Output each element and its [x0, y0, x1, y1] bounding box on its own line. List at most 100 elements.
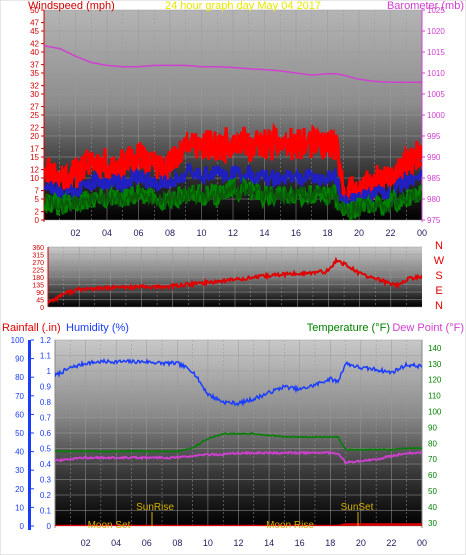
- temperature-tick-label: 100: [428, 408, 442, 417]
- rainfall-tick-label: 50: [15, 429, 24, 438]
- barometer-tick-label: 975: [427, 216, 441, 225]
- barometer-tick-label: 1015: [427, 48, 445, 57]
- direction-series: [48, 256, 422, 304]
- direction-tick-label: 90: [36, 290, 44, 297]
- x-tick-label: 22: [385, 228, 395, 238]
- wind-tick-label: 22: [30, 124, 39, 133]
- x-tick-label: 06: [142, 538, 152, 548]
- moonset-label: Moon Set: [88, 520, 131, 531]
- x-tick-label: 18: [322, 228, 332, 238]
- wind-tick-label: 10: [30, 174, 39, 183]
- rainfall-tick-label: 80: [15, 373, 24, 382]
- barometer-tick-label: 985: [427, 174, 441, 183]
- x-tick-label: 22: [386, 538, 396, 548]
- barometer-tick-label: 1010: [427, 69, 445, 78]
- barometer-axis-title: Barometer (mb): [387, 0, 464, 12]
- wind-tick-label: 17: [30, 145, 39, 154]
- windspeed-axis-title: Windspeed (mph): [28, 0, 115, 12]
- direction-tick-label: 360: [32, 245, 44, 252]
- moonrise-label: Moon Rise: [266, 520, 314, 531]
- temperature-tick-label: 110: [428, 392, 441, 401]
- x-tick-label: 16: [291, 228, 301, 238]
- wind-tick-label: 20: [30, 132, 39, 141]
- wind-tick-label: 0: [35, 216, 40, 225]
- wind-tick-label: 47: [30, 19, 39, 28]
- wind-tick-label: 30: [30, 90, 39, 99]
- humidity-tick-label: 0.8: [40, 398, 52, 407]
- x-tick-label: 06: [133, 228, 143, 238]
- rainfall-tick-label: 60: [15, 410, 24, 419]
- temperature-right-ticks: 30 40 50 60 70 80 90 100 110 120 130 140: [428, 344, 442, 528]
- wind-tick-label: 25: [30, 111, 39, 120]
- dewpoint-series-line: [55, 450, 422, 465]
- temperature-tick-label: 90: [428, 423, 437, 432]
- compass-letter: N: [435, 240, 443, 252]
- humidity-tick-label: 0.5: [40, 445, 52, 454]
- direction-tick-label: 135: [32, 283, 44, 290]
- wind-tick-label: 40: [30, 48, 39, 57]
- compass-letter: W: [434, 255, 445, 267]
- rainfall-tick-label: 0: [20, 522, 25, 531]
- humidity-tick-label: 0.6: [40, 429, 52, 438]
- barometer-tick-label: 1005: [427, 90, 445, 99]
- wind-tick-label: 12: [30, 166, 39, 175]
- humidity-series: [55, 357, 422, 526]
- wind-x-ticks: 02 04 06 08 10 12 14 16 18 20 22 00: [70, 228, 427, 238]
- wind-tick-label: 7: [35, 187, 40, 196]
- rainfall-tick-label: 20: [15, 485, 24, 494]
- gust-series-line-2: [44, 128, 422, 203]
- barometer-right-ticks: 975 980 985 990 995 1000 1005 1010 1015 1020 1025: [422, 6, 445, 225]
- humidity-x-ticks: 02 04 06 08 10 12 14 16 18 20 22 00: [81, 538, 427, 548]
- humidity-left-ticks: 0 0.1 0.2 0.3 0.4 0.5 0.6 0.7 0.8 0.9 1 1.1 1.2: [40, 336, 52, 531]
- temperature-tick-label: 70: [428, 455, 437, 464]
- rainfall-tick-label: 40: [15, 448, 24, 457]
- direction-tick-label: 0: [40, 305, 44, 312]
- barometer-tick-label: 1020: [427, 27, 445, 36]
- x-tick-label: 00: [417, 228, 427, 238]
- humidity-tick-label: 0: [47, 522, 52, 531]
- wind-tick-label: 35: [30, 69, 39, 78]
- rainfall-tick-label: 90: [15, 355, 24, 364]
- x-tick-label: 04: [111, 538, 121, 548]
- average-wind-series-line-2: [44, 181, 422, 220]
- wind-tick-label: 27: [30, 103, 39, 112]
- direction-series-line: [48, 256, 422, 304]
- direction-tick-label: 225: [32, 268, 44, 275]
- humidity-tick-label: 1: [47, 367, 52, 376]
- wind-tick-label: 2: [35, 208, 40, 217]
- humidity-tick-label: 0.1: [40, 507, 52, 516]
- rainfall-ticks: 0 10 20 30 40 50 60 70 80 90 100: [11, 336, 34, 531]
- x-tick-label: 00: [417, 538, 427, 548]
- wind-tick-label: 42: [30, 40, 39, 49]
- rainfall-axis-bar: [28, 340, 31, 530]
- rainfall-tick-label: 10: [15, 503, 24, 512]
- rainfall-tick-label: 100: [11, 336, 25, 345]
- x-tick-label: 08: [165, 228, 175, 238]
- humidity-series-line: [55, 357, 422, 407]
- x-tick-label: 12: [233, 538, 243, 548]
- chart-date-title: 24 hour graph day May 04 2017: [165, 0, 321, 12]
- direction-tick-label: 45: [36, 298, 44, 305]
- humidity-tick-label: 0.2: [40, 491, 52, 500]
- barometer-tick-label: 990: [427, 153, 441, 162]
- barometer-tick-label: 995: [427, 132, 441, 141]
- humidity-tick-label: 0.7: [40, 414, 52, 423]
- wind-series: [44, 44, 422, 220]
- compass-letter: S: [435, 270, 442, 282]
- x-tick-label: 20: [356, 538, 366, 548]
- temperature-tick-label: 130: [428, 360, 442, 369]
- barometer-tick-label: 980: [427, 195, 441, 204]
- x-tick-label: 18: [325, 538, 335, 548]
- wind-tick-label: 5: [35, 195, 40, 204]
- rainfall-tick-label: 70: [15, 392, 24, 401]
- wind-tick-label: 32: [30, 82, 39, 91]
- x-tick-label: 02: [70, 228, 80, 238]
- x-tick-label: 10: [203, 538, 213, 548]
- humidity-grid: [55, 339, 422, 527]
- x-tick-label: 12: [228, 228, 238, 238]
- humidity-tick-label: 1.2: [40, 336, 52, 345]
